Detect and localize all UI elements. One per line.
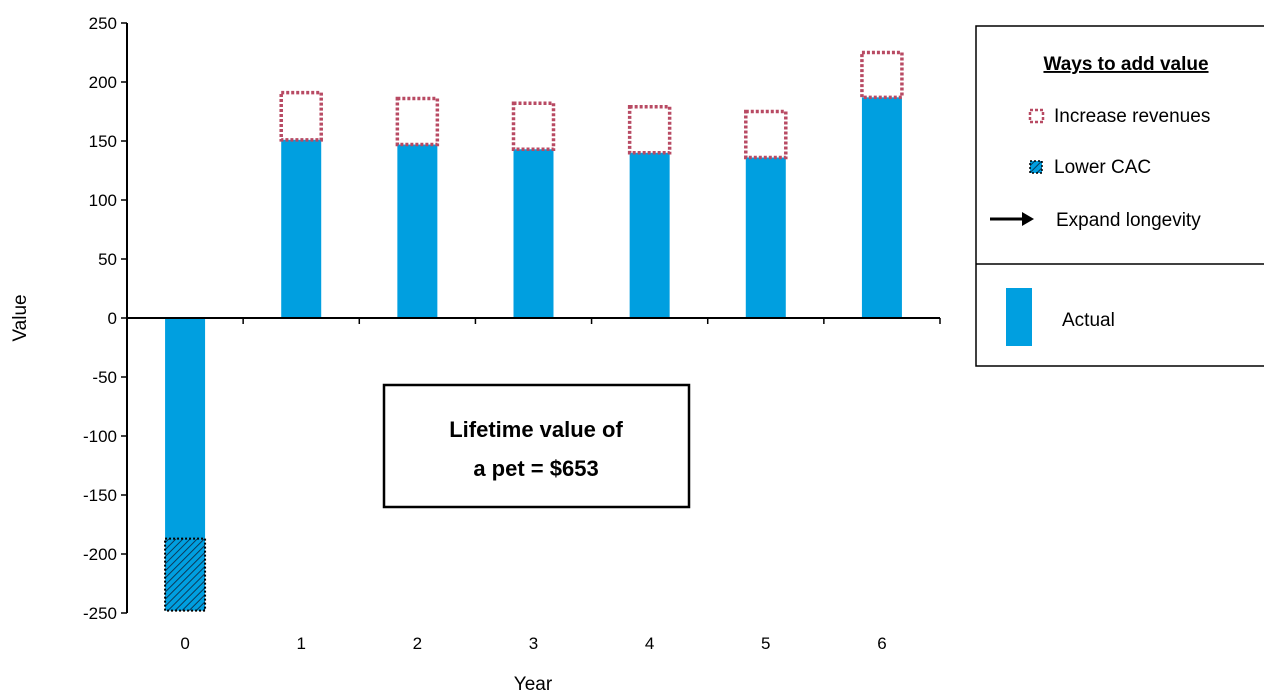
x-tick-label: 0 [180, 634, 189, 653]
bar-increase-revenues [511, 101, 556, 152]
x-tick-label: 6 [877, 634, 886, 653]
y-axis-label: Value [10, 294, 31, 341]
legend-actual-label: Actual [1062, 310, 1115, 331]
y-tick-label: 100 [89, 191, 117, 210]
x-tick-label: 4 [645, 634, 654, 653]
y-tick-label: -100 [83, 427, 117, 446]
y-axis-ticks: 250 200 150 100 50 0 -50 -100 -150 -200 -250 [83, 14, 127, 623]
y-tick-label: -200 [83, 545, 117, 564]
bar-actual [861, 97, 902, 318]
y-tick-label: -150 [83, 486, 117, 505]
bar-increase-revenues [860, 50, 904, 100]
bar-actual [629, 152, 670, 318]
bar-actual [281, 139, 322, 318]
x-tick-label: 2 [413, 634, 422, 653]
bar-actual [745, 157, 786, 318]
bar-lower-cac [164, 537, 207, 612]
legend-lower-cac-swatch [1029, 160, 1043, 174]
legend: Ways to add value Increase revenues Lowe… [975, 25, 1264, 367]
bar-increase-revenues [627, 105, 672, 155]
legend-expand-longevity-label: Expand longevity [1056, 210, 1201, 231]
bar-actual [513, 149, 554, 318]
legend-increase-revenues-label: Increase revenues [1054, 106, 1210, 127]
x-axis-label: Year [514, 674, 553, 694]
y-tick-label: 250 [89, 14, 117, 33]
x-tick-label: 1 [296, 634, 305, 653]
bars [164, 50, 904, 612]
legend-title: Ways to add value [1043, 54, 1208, 75]
annotation-box: Lifetime value of a pet = $653 [382, 383, 691, 509]
annotation-line-1: Lifetime value of [449, 417, 623, 442]
y-tick-label: 50 [98, 250, 117, 269]
x-tick-label: 5 [761, 634, 770, 653]
bar-increase-revenues [744, 109, 788, 160]
arrow-right-icon [990, 212, 1034, 226]
y-tick-label: -50 [92, 368, 117, 387]
y-tick-label: -250 [83, 604, 117, 623]
bar-actual [397, 144, 438, 318]
y-tick-label: 0 [108, 309, 117, 328]
x-tick-label: 3 [529, 634, 538, 653]
bar-increase-revenues [279, 90, 323, 142]
bar-actual [165, 318, 206, 539]
legend-lower-cac-label: Lower CAC [1054, 157, 1151, 178]
annotation-line-2: a pet = $653 [473, 456, 598, 481]
y-tick-label: 150 [89, 132, 117, 151]
y-tick-label: 200 [89, 73, 117, 92]
bar-increase-revenues [395, 96, 440, 147]
legend-actual-swatch [1006, 288, 1032, 346]
legend-increase-revenues-swatch [1028, 108, 1045, 124]
